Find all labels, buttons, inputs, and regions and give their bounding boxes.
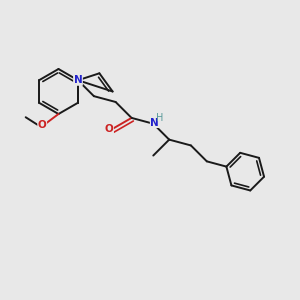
Text: H: H bbox=[156, 113, 164, 123]
Text: N: N bbox=[74, 75, 82, 85]
Text: O: O bbox=[38, 120, 46, 130]
Text: N: N bbox=[150, 118, 159, 128]
Text: O: O bbox=[105, 124, 113, 134]
